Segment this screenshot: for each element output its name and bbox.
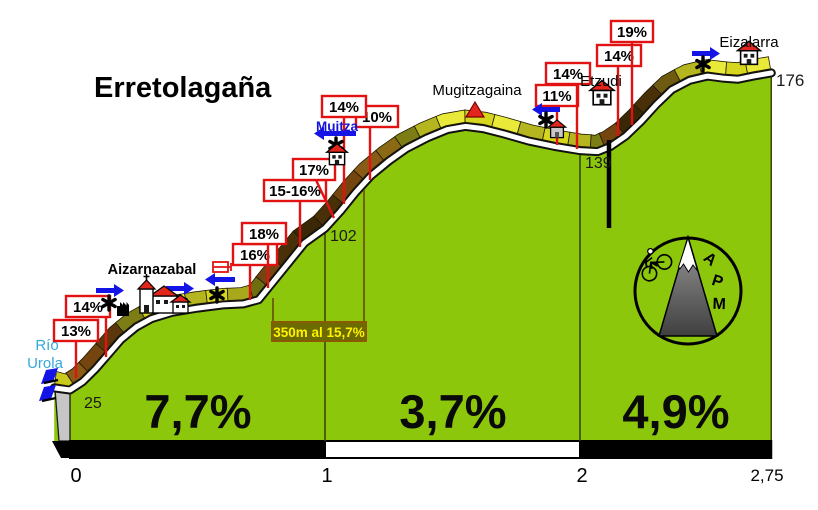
svg-text:14%: 14% [329, 99, 359, 116]
gradient-labels: 13% 14% 16% 18% 15-16% 17% 10% 14% 11% 1… [52, 19, 655, 378]
gradient-label: 17% [291, 157, 337, 219]
river-label-line2: Urola [27, 355, 64, 372]
top-label: Eizalarra [719, 34, 779, 51]
road-surface [51, 70, 774, 393]
gradient-label: 19% [609, 19, 655, 125]
baseline-wedge [52, 441, 70, 458]
km-tick: 1 [321, 465, 332, 487]
gradient-label: 10% [354, 104, 400, 180]
arrow-right-icon [692, 47, 720, 60]
svg-text:13%: 13% [61, 323, 91, 340]
gradient-label: 14% [544, 61, 592, 149]
svg-text:16%: 16% [240, 247, 270, 264]
svg-text:19%: 19% [617, 24, 647, 41]
landmark-icons [39, 40, 762, 403]
arrow-left-icon [314, 127, 356, 140]
svg-text:14%: 14% [73, 299, 103, 316]
km-section-bar [579, 440, 773, 459]
factory-icon [117, 302, 129, 316]
elevation-label: 25 [84, 395, 102, 412]
gate-icon [212, 261, 232, 273]
river-icon [39, 368, 59, 403]
profile-body [54, 72, 772, 442]
steep-note: 350m al 15,7% [271, 190, 367, 342]
gradient-label: 14% [64, 294, 112, 357]
farm-icon [546, 119, 568, 139]
section-average: 3,7% [399, 385, 506, 438]
gradient-label: 18% [240, 221, 288, 288]
elevation-label: 102 [330, 228, 357, 245]
section-average: 4,9% [622, 385, 729, 438]
arrow-right-icon [96, 284, 124, 297]
direction-arrows [96, 47, 720, 297]
logo-letter: M [712, 296, 726, 313]
km-tick: 0 [70, 465, 81, 487]
km-section-bar [324, 440, 581, 459]
gradient-label: 16% [231, 242, 279, 300]
summit-triangle-icon [464, 100, 486, 118]
svg-text:15-16%: 15-16% [269, 183, 321, 200]
arrow-left-icon [532, 103, 560, 116]
arrow-left-icon [205, 273, 235, 286]
village-label: Aizarnazabal [108, 262, 197, 278]
svg-text:14%: 14% [604, 48, 634, 65]
river-label-line1: Río [35, 337, 58, 354]
gradient-label: 13% [52, 318, 100, 378]
svg-text:17%: 17% [299, 162, 329, 179]
elevation-label: 139 [585, 155, 612, 172]
logo-cyclist-icon [641, 247, 673, 282]
elevation-label: 176 [776, 71, 804, 90]
text-labels: Erretolagaña Río Urola Aizarnazabal Muit… [27, 34, 804, 487]
logo-mountain-icon [657, 234, 719, 337]
gradient-label: 14% [595, 43, 643, 136]
svg-text:18%: 18% [249, 226, 279, 243]
svg-text:14%: 14% [553, 66, 583, 83]
apm-logo: A P M [633, 234, 743, 346]
muitza-label: Muitza [316, 119, 358, 134]
etzudi-label: Etzudi [580, 73, 622, 90]
church-icon [136, 274, 192, 314]
surface-segment [567, 131, 592, 148]
arrow-right-icon [166, 282, 194, 295]
section-average: 7,7% [144, 385, 251, 438]
svg-text:10%: 10% [362, 109, 392, 126]
climb-profile [49, 56, 776, 459]
km-tick: 2 [576, 465, 587, 487]
km-section-bar [69, 440, 326, 459]
steep-note-box [271, 321, 367, 342]
gradient-label: 15-16% [262, 178, 328, 247]
steep-note-text: 350m al 15,7% [273, 325, 365, 340]
logo-snowcap-icon [678, 236, 699, 273]
summit1-label: Mugitzagaina [432, 82, 522, 99]
chart-title: Erretolagaña [94, 72, 272, 104]
km-tick: 2,75 [750, 466, 783, 485]
svg-text:11%: 11% [542, 88, 571, 105]
surface-segment [226, 284, 253, 301]
